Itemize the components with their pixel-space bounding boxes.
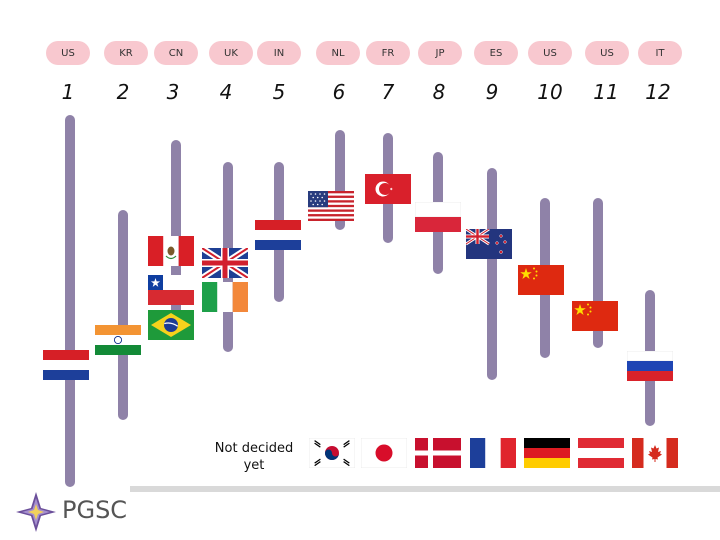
column-number-1: 1 (61, 80, 75, 104)
pole-6 (335, 130, 345, 230)
pole-9 (487, 168, 497, 380)
column-number-10: 10 (537, 80, 563, 104)
pgsc-logo-text: PGSC (62, 496, 128, 524)
new-zealand-flag-icon (466, 229, 512, 259)
turkey-flag-icon (365, 174, 411, 204)
south-korea-flag-icon (309, 438, 355, 468)
uk-flag-icon (202, 248, 248, 278)
column-code-3: CN (154, 41, 198, 65)
india-flag-icon (95, 325, 141, 355)
not-decided-label: Not decided yet (205, 440, 303, 474)
column-code-12: IT (638, 41, 682, 65)
column-number-6: 6 (332, 80, 346, 104)
denmark-flag-icon (415, 438, 461, 468)
column-code-7: FR (366, 41, 410, 65)
column-code-5: IN (257, 41, 301, 65)
netherlands-flag-icon (255, 220, 301, 250)
russia-flag-icon (627, 351, 673, 381)
china-flag-icon (572, 301, 618, 331)
netherlands-flag-icon (43, 350, 89, 380)
pole-1 (65, 115, 75, 487)
france-flag-icon (470, 438, 516, 468)
column-number-7: 7 (381, 80, 395, 104)
china-flag-icon (518, 265, 564, 295)
not-decided-line-1: Not decided (214, 441, 294, 456)
column-code-2: KR (104, 41, 148, 65)
column-code-6: NL (316, 41, 360, 65)
column-number-12: 12 (645, 80, 671, 104)
pgsc-logo-icon (14, 490, 58, 534)
column-code-11: US (585, 41, 629, 65)
column-code-4: UK (209, 41, 253, 65)
column-number-2: 2 (116, 80, 130, 104)
ireland-flag-icon (202, 282, 248, 312)
column-code-10: US (528, 41, 572, 65)
canada-flag-icon (632, 438, 678, 468)
peru-flag-icon (148, 236, 194, 266)
brazil-flag-icon (148, 310, 194, 340)
column-number-8: 8 (432, 80, 446, 104)
usa-flag-icon (308, 191, 354, 221)
germany-flag-icon (524, 438, 570, 468)
poland-flag-icon (415, 202, 461, 232)
pole-11 (593, 198, 603, 348)
footer-divider (130, 486, 720, 492)
pole-2 (118, 210, 128, 420)
column-number-5: 5 (272, 80, 286, 104)
japan-flag-icon (361, 438, 407, 468)
column-number-11: 11 (593, 80, 619, 104)
austria-flag-icon (578, 438, 624, 468)
column-number-3: 3 (166, 80, 180, 104)
chile-flag-icon (148, 275, 194, 305)
column-code-8: JP (418, 41, 462, 65)
column-number-4: 4 (219, 80, 233, 104)
column-number-9: 9 (485, 80, 499, 104)
not-decided-line-2: yet (243, 458, 265, 473)
column-code-9: ES (474, 41, 518, 65)
column-code-1: US (46, 41, 90, 65)
